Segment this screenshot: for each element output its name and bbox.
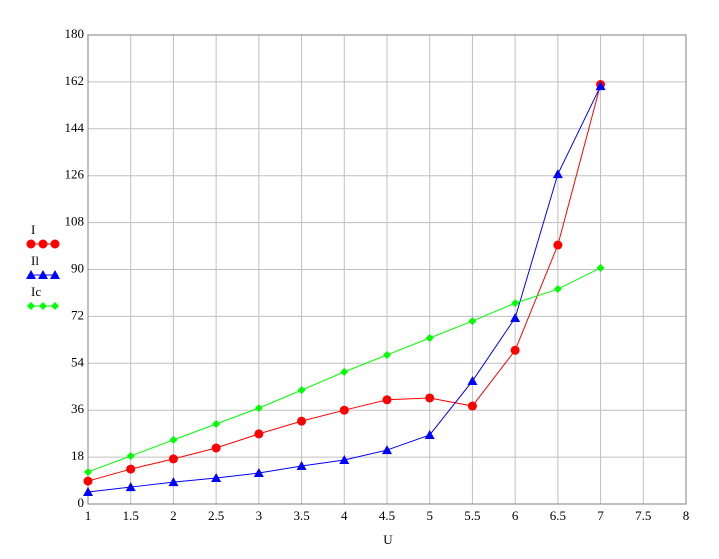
- legend-marker: [26, 270, 36, 279]
- marker: [126, 452, 135, 461]
- x-tick-label: 7.5: [635, 508, 651, 523]
- x-tick-label: 1: [85, 508, 92, 523]
- marker: [168, 454, 178, 464]
- marker: [83, 476, 93, 486]
- legend-marker: [38, 239, 48, 249]
- x-tick-label: 5: [426, 508, 433, 523]
- x-tick-label: 6: [512, 508, 519, 523]
- marker: [126, 464, 136, 474]
- legend-marker: [39, 302, 47, 310]
- marker: [596, 263, 605, 272]
- x-tick-label: 1.5: [123, 508, 139, 523]
- marker: [253, 467, 264, 477]
- y-tick-label: 144: [65, 120, 85, 135]
- x-tick-label: 3.5: [293, 508, 309, 523]
- marker: [553, 240, 563, 250]
- marker: [254, 429, 264, 439]
- y-tick-label: 90: [71, 260, 84, 275]
- marker: [511, 299, 520, 308]
- marker: [254, 404, 263, 413]
- y-tick-label: 72: [71, 307, 84, 322]
- marker: [383, 350, 391, 359]
- marker: [595, 81, 606, 91]
- legend-marker: [26, 239, 36, 249]
- marker: [169, 435, 178, 444]
- marker: [211, 443, 221, 453]
- x-tick-label: 6.5: [550, 508, 566, 523]
- y-tick-label: 126: [65, 167, 85, 182]
- marker: [382, 445, 392, 455]
- marker: [339, 454, 350, 464]
- marker: [467, 401, 477, 411]
- y-tick-label: 162: [65, 73, 85, 88]
- x-axis-label: U: [383, 532, 393, 547]
- y-tick-label: 54: [71, 354, 85, 369]
- legend-marker: [51, 302, 59, 310]
- y-tick-label: 108: [65, 214, 85, 229]
- marker: [510, 312, 521, 322]
- marker: [339, 405, 349, 415]
- legend-marker: [50, 270, 60, 279]
- legend-marker: [38, 270, 48, 279]
- legend-label: Ic: [31, 284, 41, 299]
- legend-marker: [50, 239, 60, 249]
- plot-border: [87, 34, 687, 505]
- legend-label: I: [31, 222, 35, 237]
- x-tick-label: 2.5: [208, 508, 224, 523]
- x-tick-label: 8: [683, 508, 690, 523]
- x-tick-label: 5.5: [464, 508, 480, 523]
- marker: [552, 169, 563, 179]
- marker: [297, 416, 307, 426]
- y-tick-label: 18: [71, 448, 84, 463]
- legend-marker: [27, 302, 35, 310]
- x-tick-label: 4: [341, 508, 348, 523]
- legend-label: Il: [31, 253, 39, 268]
- x-tick-label: 2: [170, 508, 177, 523]
- marker: [424, 429, 435, 439]
- marker: [382, 395, 392, 405]
- marker: [553, 285, 562, 294]
- x-tick-label: 7: [597, 508, 604, 523]
- marker: [211, 472, 222, 482]
- y-tick-label: 36: [71, 401, 85, 416]
- x-tick-label: 3: [256, 508, 263, 523]
- marker: [467, 376, 478, 386]
- marker: [83, 487, 93, 497]
- marker: [168, 477, 179, 487]
- marker: [125, 482, 136, 492]
- marker: [212, 420, 221, 429]
- marker: [468, 317, 477, 326]
- y-tick-label: 180: [65, 26, 85, 41]
- marker: [296, 460, 307, 470]
- x-tick-label: 4.5: [379, 508, 395, 523]
- y-tick-label: 0: [78, 495, 85, 510]
- marker: [340, 367, 349, 376]
- marker: [510, 345, 520, 355]
- marker: [425, 393, 435, 403]
- marker: [297, 386, 306, 395]
- marker: [84, 467, 92, 476]
- marker: [425, 334, 434, 343]
